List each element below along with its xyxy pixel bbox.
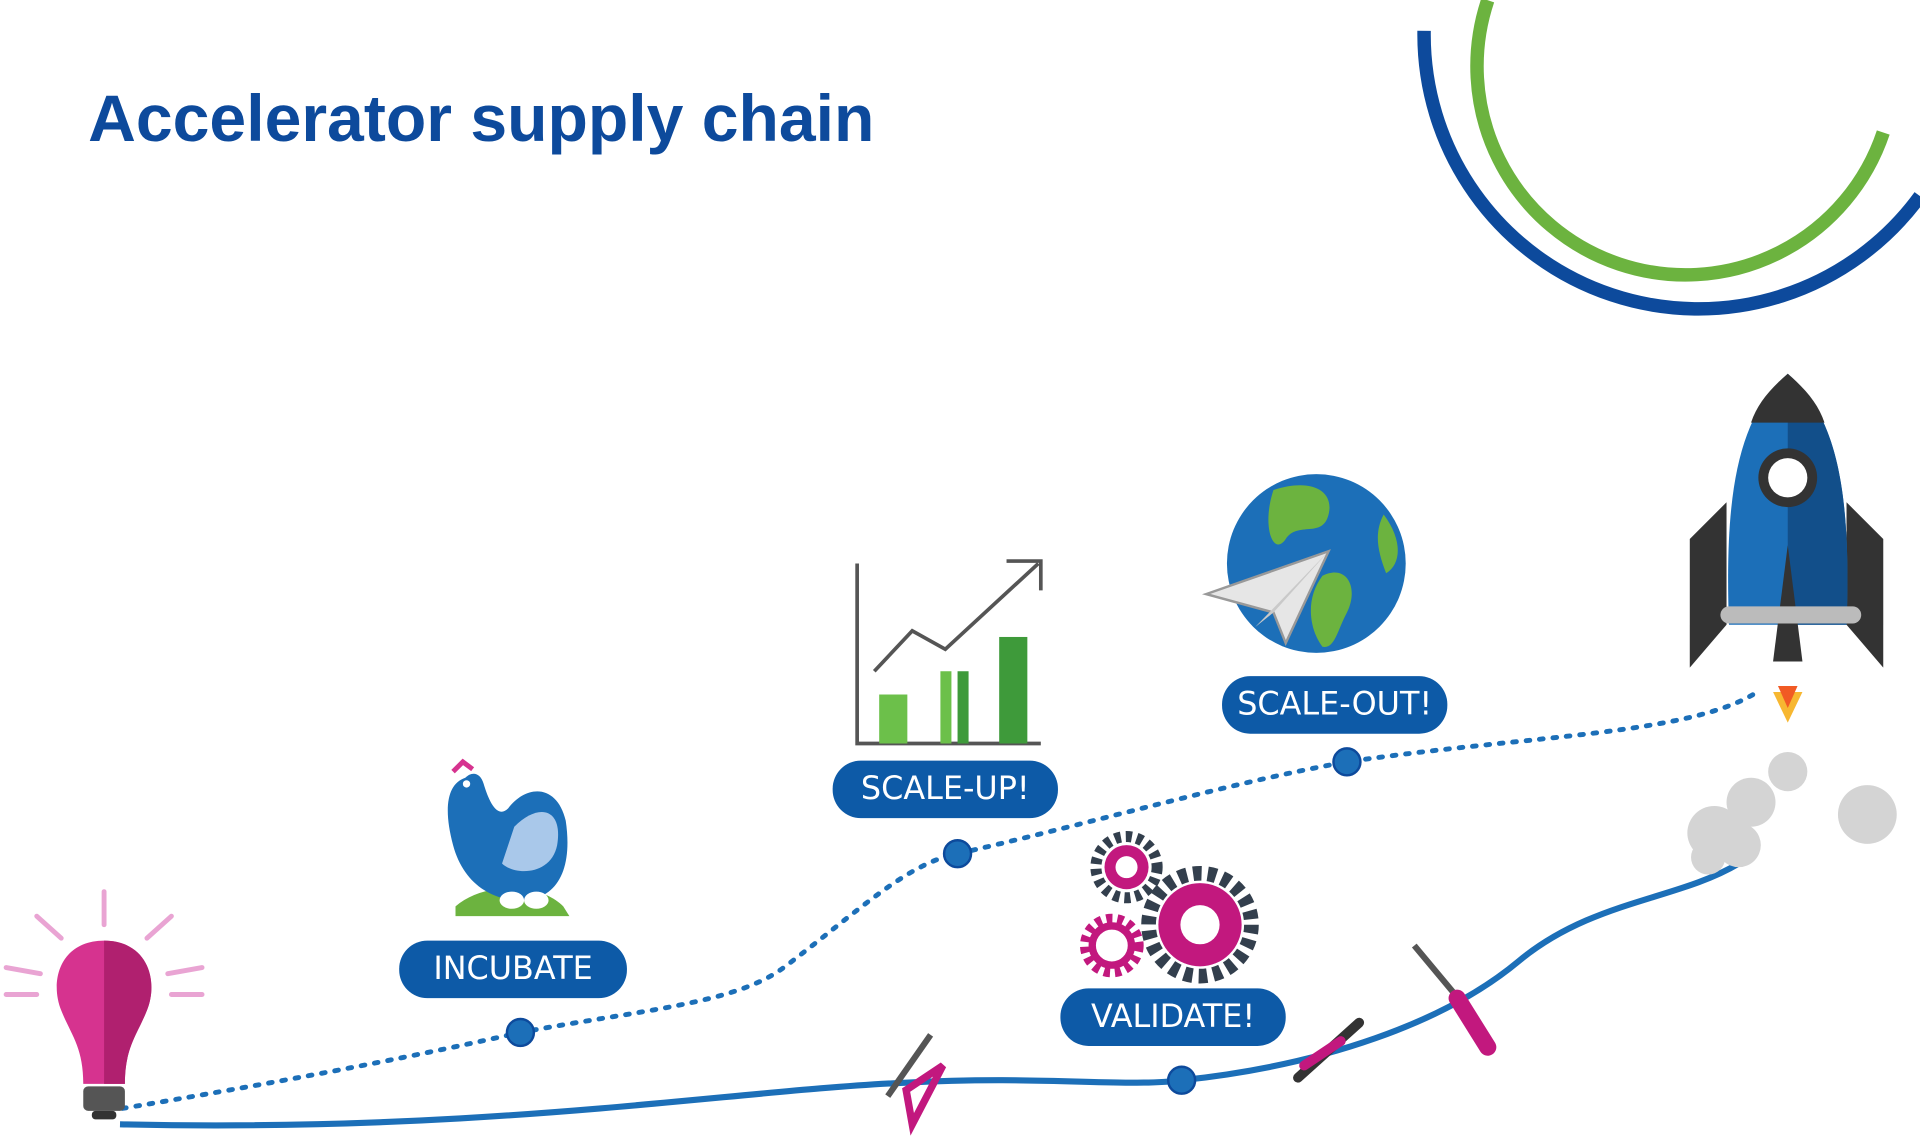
milestone-dot [507, 1019, 534, 1046]
stage-label: SCALE-UP! [861, 769, 1030, 807]
stage-scale-up: SCALE-UP! [833, 761, 1058, 819]
hen-icon [448, 762, 570, 916]
stage-label: VALIDATE! [1091, 997, 1255, 1035]
green-arc [1477, 0, 1883, 275]
milestone-dot [1168, 1067, 1195, 1094]
smoke [1687, 752, 1896, 874]
rocket-icon [1687, 374, 1896, 875]
chart-icon [857, 561, 1041, 743]
stage-incubate: INCUBATE [399, 941, 627, 999]
bulb-icon [6, 892, 202, 1120]
stage-validate: VALIDATE! [1060, 988, 1285, 1046]
dotted-path [122, 692, 1757, 1108]
slide: Accelerator supply chain [0, 0, 1920, 1138]
stage-label: INCUBATE [433, 949, 592, 987]
milestone-dot [944, 840, 971, 867]
stage-scale-out: SCALE-OUT! [1222, 676, 1447, 734]
gears-icon [1085, 837, 1252, 977]
title: Accelerator supply chain [88, 82, 874, 156]
globe-icon [1206, 474, 1406, 653]
milestone-dot [1333, 748, 1360, 775]
stage-label: SCALE-OUT! [1237, 685, 1432, 723]
